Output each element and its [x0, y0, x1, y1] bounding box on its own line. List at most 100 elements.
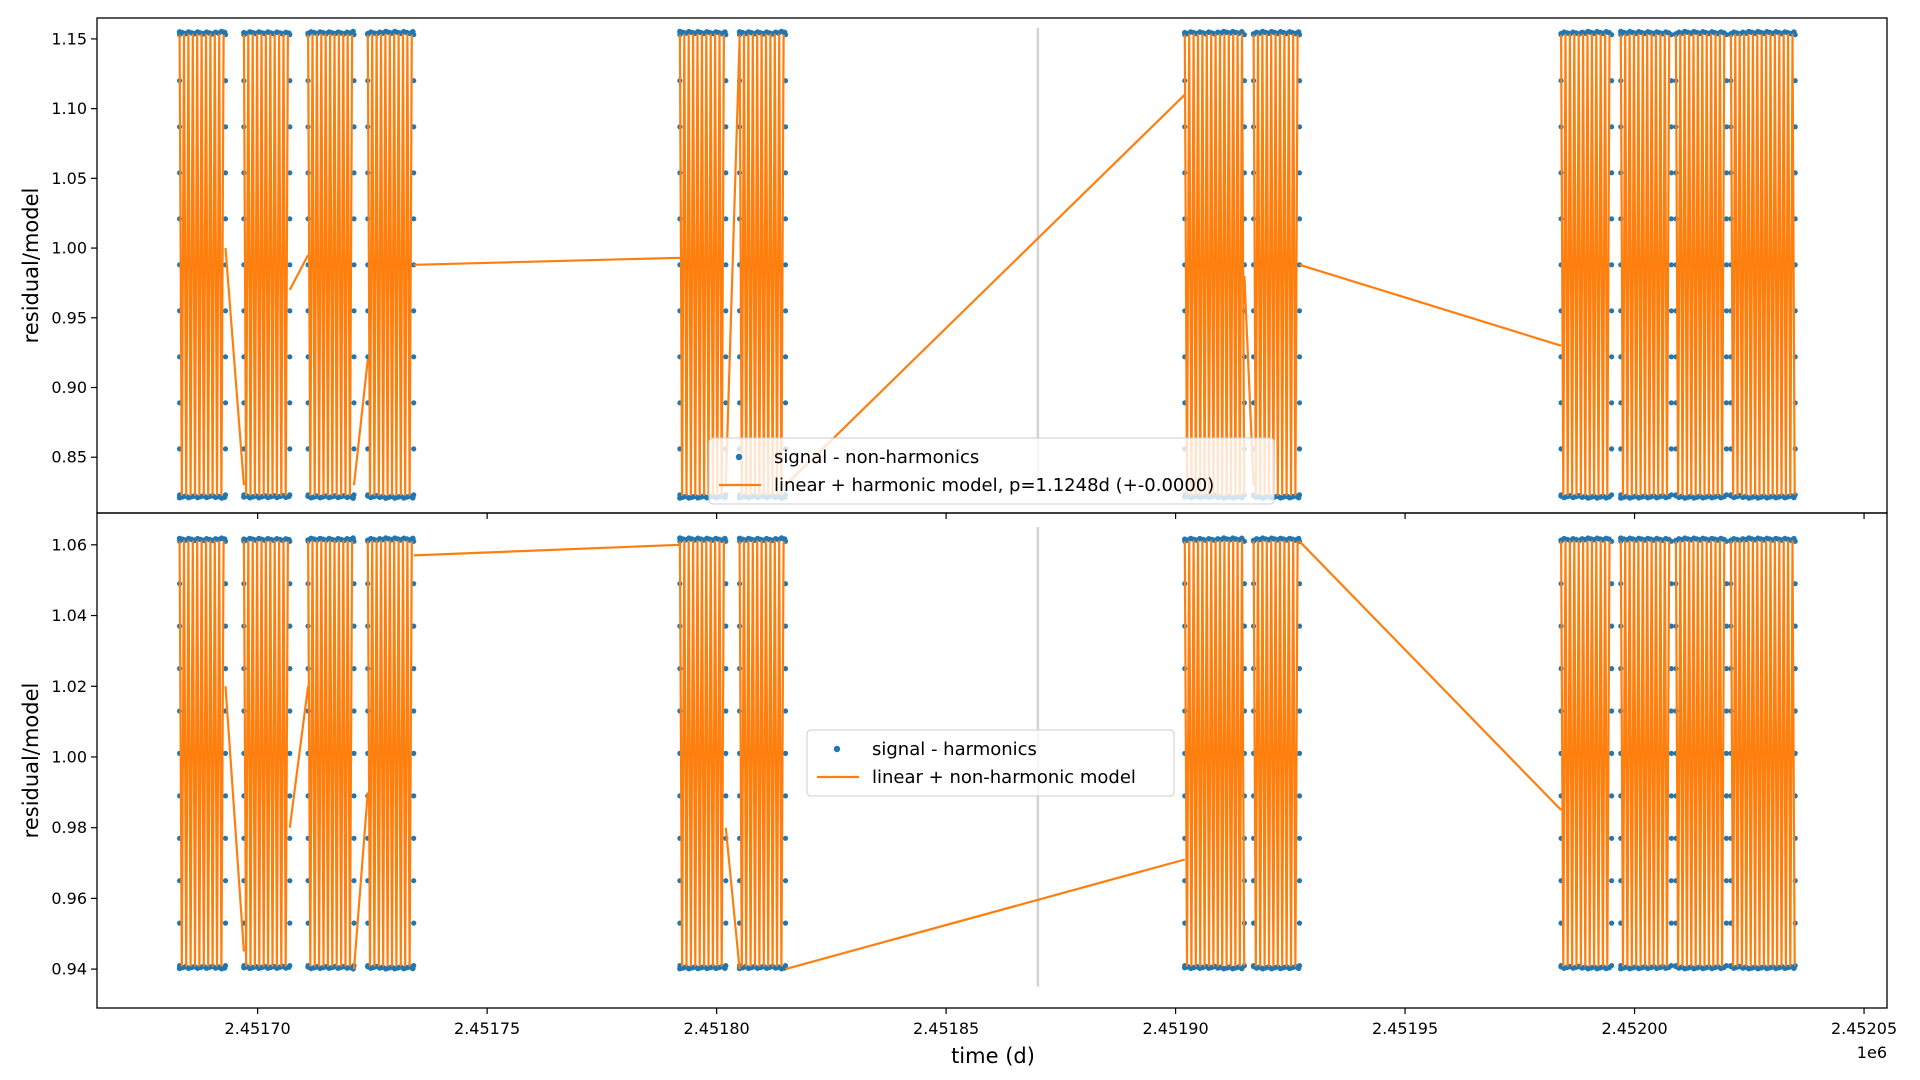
signal-point: [1668, 354, 1674, 360]
signal-point: [1609, 446, 1615, 452]
signal-point: [723, 400, 729, 406]
signal-point: [1668, 793, 1674, 799]
signal-point: [1296, 835, 1303, 841]
signal-point: [287, 666, 293, 672]
signal-point: [222, 835, 229, 841]
top-panel: 0.85 0.90 0.95 1.00 1.05 1.10 1.15 residual/mod…: [19, 17, 1888, 519]
signal-point: [1609, 216, 1615, 222]
y-tick-label: 1.15: [51, 29, 87, 48]
signal-point: [411, 835, 417, 841]
signal-point: [1668, 400, 1674, 406]
signal-point: [782, 666, 789, 672]
signal-point: [222, 492, 229, 498]
signal-point: [287, 708, 293, 714]
signal-point: [1668, 492, 1674, 498]
signal-point: [1723, 835, 1729, 841]
x-tick-label: 2.45175: [454, 1019, 520, 1038]
y-axis-label: residual/model: [19, 683, 43, 839]
signal-point: [411, 666, 417, 672]
signal-point: [1668, 708, 1674, 714]
y-tick-label: 0.90: [51, 378, 87, 397]
signal-point: [1668, 920, 1674, 926]
signal-point: [222, 878, 229, 884]
signal-point: [222, 354, 229, 360]
legend-marker-point: [735, 453, 743, 461]
signal-point: [411, 963, 417, 969]
signal-point: [1723, 400, 1729, 406]
signal-point: [287, 170, 293, 176]
signal-point: [222, 308, 229, 314]
signal-point: [1668, 216, 1674, 222]
signal-point: [782, 262, 789, 268]
x-tick-label: 2.45180: [684, 1019, 750, 1038]
signal-point: [1792, 581, 1798, 587]
signal-point: [351, 308, 357, 314]
signal-point: [782, 708, 789, 714]
y-tick-label: 1.10: [51, 99, 87, 118]
signal-point: [723, 216, 729, 222]
signal-point: [723, 708, 729, 714]
y-tick-label: 0.94: [51, 960, 87, 979]
plot-area: [176, 527, 1798, 987]
signal-point: [1723, 750, 1729, 757]
signal-point: [1609, 262, 1615, 268]
signal-point: [723, 170, 729, 176]
signal-point: [351, 262, 357, 268]
signal-point: [1609, 170, 1615, 176]
signal-point: [1609, 963, 1615, 969]
signal-point: [411, 216, 417, 222]
signal-point: [1296, 446, 1303, 452]
y-tick-label: 1.02: [51, 677, 87, 696]
x-tick-label: 2.45185: [913, 1019, 979, 1038]
signal-point: [723, 354, 729, 360]
signal-point: [411, 446, 417, 452]
signal-point: [351, 708, 357, 714]
signal-point: [1296, 400, 1303, 406]
signal-point: [222, 400, 229, 406]
legend-label: linear + non-harmonic model: [872, 767, 1136, 788]
signal-point: [1609, 920, 1615, 926]
signal-point: [411, 750, 417, 757]
signal-point: [222, 666, 229, 672]
signal-point: [411, 708, 417, 714]
legend-label: linear + harmonic model, p=1.1248d (+-0.…: [774, 475, 1214, 496]
signal-point: [1723, 878, 1729, 884]
signal-point: [287, 920, 293, 926]
signal-point: [351, 920, 357, 926]
signal-point: [1296, 750, 1303, 757]
signal-point: [782, 750, 789, 757]
signal-point: [1668, 623, 1674, 629]
signal-point: [1668, 963, 1674, 969]
signal-point: [1723, 308, 1729, 314]
signal-point: [1668, 446, 1674, 452]
x-axis-label: time (d): [951, 1044, 1035, 1068]
signal-point: [287, 793, 293, 799]
signal-point: [287, 835, 293, 841]
signal-point: [723, 750, 729, 757]
signal-point: [1723, 492, 1729, 498]
signal-point: [1668, 878, 1674, 884]
signal-point: [411, 793, 417, 799]
x-axis-offset-label: 1e6: [1857, 1043, 1887, 1062]
signal-point: [1296, 878, 1303, 884]
model-line: [178, 540, 1796, 971]
signal-point: [411, 400, 417, 406]
signal-point: [222, 170, 229, 176]
signal-point: [222, 920, 229, 926]
signal-point: [1296, 963, 1303, 969]
signal-point: [351, 400, 357, 406]
signal-point: [782, 354, 789, 360]
signal-point: [1723, 170, 1729, 176]
legend: signal - harmonics linear + non-harmonic …: [806, 729, 1175, 797]
signal-point: [351, 492, 357, 498]
signal-point: [222, 750, 229, 757]
signal-point: [782, 170, 789, 176]
signal-point: [1792, 78, 1798, 84]
x-tick-label: 2.45205: [1831, 1019, 1897, 1038]
signal-point: [411, 170, 417, 176]
signal-point: [1668, 170, 1674, 176]
signal-point: [287, 963, 293, 969]
signal-point: [287, 308, 293, 314]
x-tick-label: 2.45170: [225, 1019, 291, 1038]
signal-point: [782, 400, 789, 406]
